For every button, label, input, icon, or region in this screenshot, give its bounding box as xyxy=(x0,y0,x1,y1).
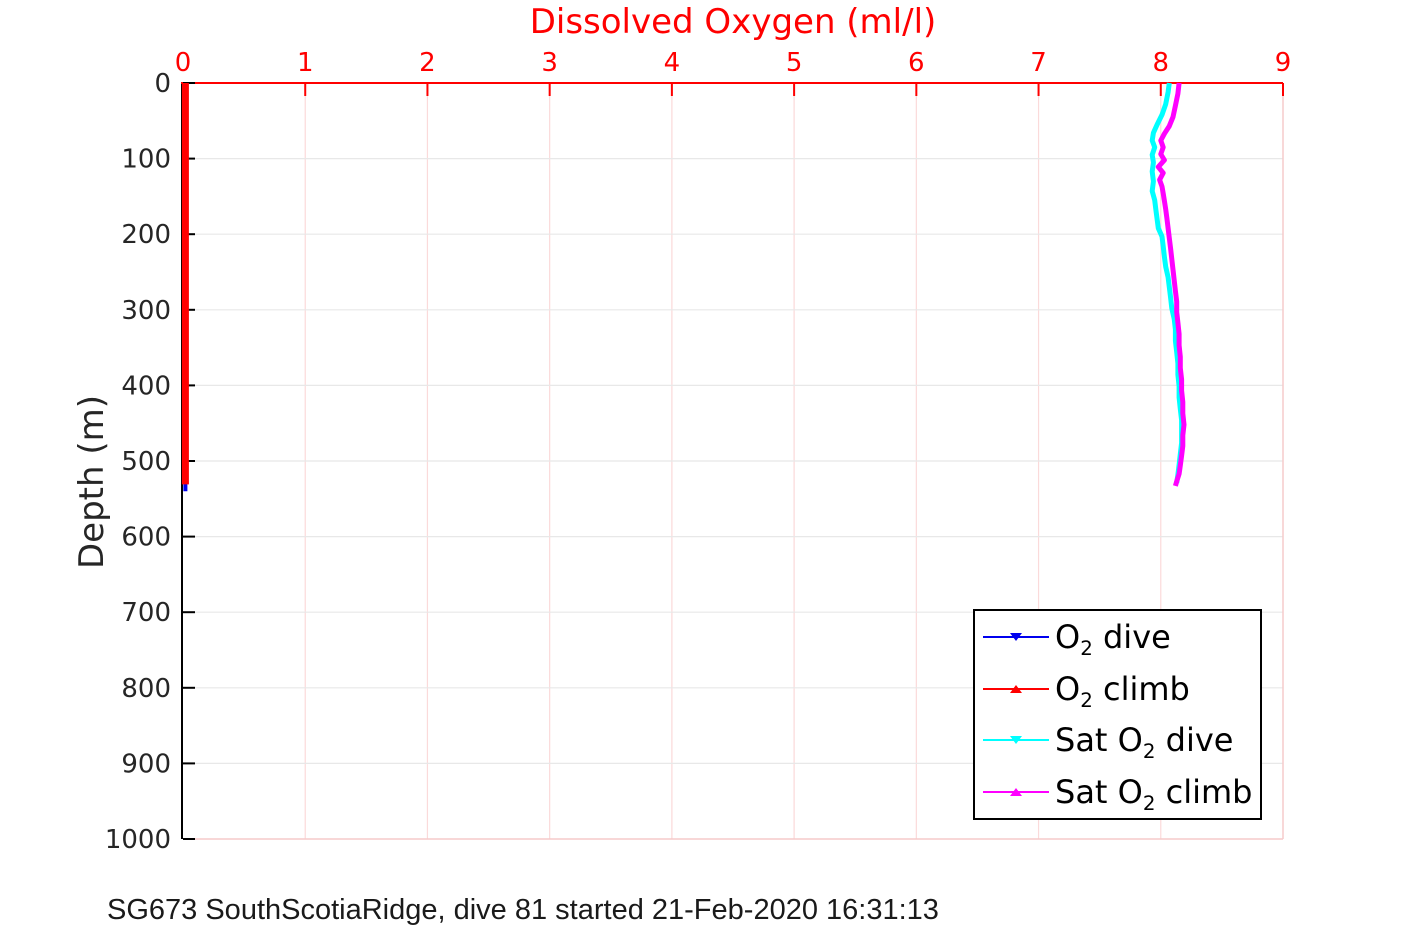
triangle-down-icon xyxy=(1010,632,1022,641)
x-tick-label: 0 xyxy=(175,48,192,78)
series-sat-o2-climb xyxy=(1155,82,1187,487)
y-tick-label: 700 xyxy=(121,598,171,628)
y-tick-label: 200 xyxy=(121,220,171,250)
y-tick-label: 500 xyxy=(121,447,171,477)
x-tick-label: 5 xyxy=(786,48,803,78)
legend-item-o2-climb: O2 climb xyxy=(975,664,1260,714)
legend-label-text: dive xyxy=(1155,721,1234,760)
legend-item-sat-o2-dive: Sat O2 dive xyxy=(975,715,1260,765)
legend-label-subscript: 2 xyxy=(1142,792,1156,816)
legend-item-sat-o2-climb: Sat O2 climb xyxy=(975,767,1260,817)
x-tick-label: 4 xyxy=(664,48,681,78)
x-tick-label: 6 xyxy=(908,48,925,78)
legend-label-subscript: 2 xyxy=(1080,688,1093,712)
legend-sample-o2-dive xyxy=(983,629,1049,645)
legend-label-subscript: 2 xyxy=(1080,636,1093,660)
triangle-up-icon xyxy=(1010,788,1022,797)
legend-label-text: climb xyxy=(1092,669,1190,708)
legend-label-sat-o2-climb: Sat O2 climb xyxy=(1055,773,1253,813)
legend-label-subscript: 2 xyxy=(1142,740,1156,764)
legend-sample-sat-o2-dive xyxy=(983,732,1049,748)
legend-label-text: climb xyxy=(1155,773,1253,812)
y-tick-label: 300 xyxy=(121,296,171,326)
y-tick-label: 800 xyxy=(121,674,171,704)
legend-label-text: Sat O xyxy=(1055,721,1143,760)
legend-label-text: dive xyxy=(1092,617,1171,656)
y-tick-label: 1000 xyxy=(105,825,171,855)
legend-label-text: O xyxy=(1055,617,1081,656)
x-tick-label: 3 xyxy=(541,48,558,78)
triangle-down-icon xyxy=(1010,736,1022,745)
legend-label-text: O xyxy=(1055,669,1081,708)
x-tick-label: 7 xyxy=(1030,48,1047,78)
y-tick-label: 100 xyxy=(121,145,171,175)
legend-sample-o2-climb xyxy=(983,681,1049,697)
legend-label-text: Sat O xyxy=(1055,773,1143,812)
legend-sample-sat-o2-climb xyxy=(983,784,1049,800)
x-tick-label: 9 xyxy=(1275,48,1292,78)
y-tick-label: 600 xyxy=(121,523,171,553)
y-tick-label: 400 xyxy=(121,371,171,401)
series-sat-o2-dive xyxy=(1149,82,1185,484)
y-tick-label: 0 xyxy=(154,69,171,99)
chart-title: Dissolved Oxygen (ml/l) xyxy=(529,2,937,42)
legend-label-o2-climb: O2 climb xyxy=(1055,669,1190,710)
y-tick-label: 900 xyxy=(121,749,171,779)
legend-item-o2-dive: O2 dive xyxy=(975,612,1260,662)
x-tick-label: 2 xyxy=(419,48,436,78)
triangle-up-icon xyxy=(1010,684,1022,693)
figure-caption: SG673 SouthScotiaRidge, dive 81 started … xyxy=(107,894,939,926)
x-tick-label: 8 xyxy=(1153,48,1170,78)
legend-label-sat-o2-dive: Sat O2 dive xyxy=(1055,721,1234,761)
x-tick-label: 1 xyxy=(297,48,314,78)
legend-label-o2-dive: O2 dive xyxy=(1055,617,1171,658)
legend: O2 dive O2 climb Sat O2 dive Sat O2 clim… xyxy=(973,609,1262,820)
